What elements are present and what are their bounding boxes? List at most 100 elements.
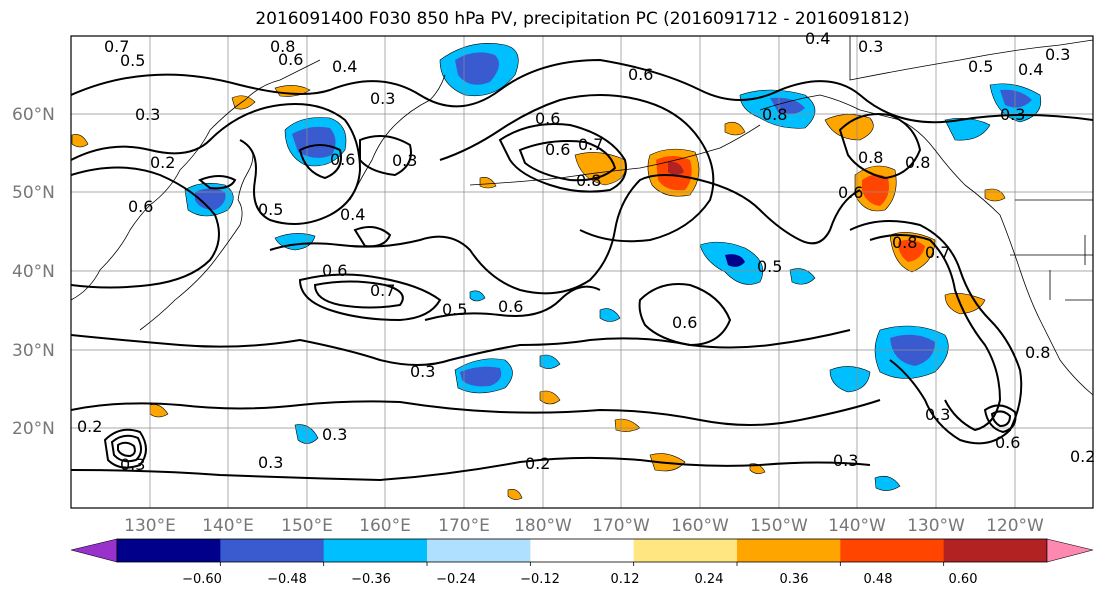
pv-contour-line [71,58,1093,124]
positive-anomaly-patch [539,390,561,405]
colorbar-ticks [219,562,945,566]
coastline-east-asia [71,59,321,301]
longitude-label: 130°E [124,516,176,536]
positive-anomaly-patch [574,152,627,186]
contour-label: 0.3 [925,405,950,424]
contour-label: 0.3 [120,455,145,474]
contour-label: 0.6 [535,109,560,128]
pv-contour-line [990,410,1012,428]
positive-anomaly-patch [944,293,986,315]
map-frame [70,35,1094,509]
negative-anomaly-patch [874,475,901,491]
colorbar-box [117,539,221,562]
negative-anomaly-patch [725,254,745,267]
negative-anomaly-patch [539,354,561,369]
colorbar-tick-label: −0.24 [436,572,476,587]
contour-label: 0.3 [322,425,347,444]
positive-anomaly-patch [898,239,925,262]
negative-anomaly-patch [292,126,336,158]
pv-contour-line [983,404,1017,434]
contour-label: 0.8 [576,171,601,190]
contour-label: 0.4 [340,205,365,224]
pv-contour-line [71,166,220,289]
map-background [71,36,1093,508]
contour-label: 0.2 [77,417,102,436]
colorbar-tick-labels: −0.60 −0.48 −0.36 −0.24 −0.12 0.12 0.24 … [182,572,977,587]
contour-label: 0.6 [498,297,523,316]
contour-label: 0.3 [392,151,417,170]
negative-anomaly-patch [294,424,319,444]
negative-anomaly-patch [455,52,499,85]
positive-anomaly-patch [231,95,256,110]
contour-label: 0.6 [322,261,347,280]
pv-contour-line [518,140,617,182]
contour-label: 0.5 [258,200,283,219]
negative-anomaly-patch [460,366,502,387]
longitude-label: 150°E [281,516,333,536]
latitude-label: 20°N [12,419,55,439]
colorbar-tick-label: −0.60 [182,572,222,587]
colorbar-box [840,539,945,562]
contour-label: 0.4 [805,29,830,48]
colorbar-min-extension [70,538,118,563]
coastline-us-states [1010,235,1093,301]
longitude-label: 160°W [671,516,729,536]
contour-label: 0.6 [838,183,863,202]
coastline-japan-north [237,149,254,201]
longitude-label: 120°W [986,516,1044,536]
pv-contour-line [71,399,881,426]
contour-label: 0.8 [762,105,787,124]
contour-label: 0.6 [672,313,697,332]
longitude-label: 180°W [514,516,572,536]
contour-label: 0.7 [104,37,129,56]
positive-anomaly-patch [824,114,874,141]
colorbar-box [323,539,428,562]
positive-anomaly-patch [507,489,523,500]
negative-anomaly-patch [469,290,486,302]
contour-label-group: 0.7 0.5 0.8 0.6 0.4 0.3 0.3 0.2 0.6 0.5 … [77,29,1095,474]
contour-label: 0.8 [1025,343,1050,362]
longitude-label: 140°E [202,516,254,536]
contour-label: 0.8 [892,233,917,252]
contour-label: 0.5 [968,57,993,76]
pv-contour-line [869,234,1002,432]
negative-anomaly-patch [890,334,935,366]
negative-anomaly-patch [195,188,226,210]
contour-label: 0.6 [330,150,355,169]
contour-label: 0.6 [278,50,303,69]
pv-contour-line [103,428,147,469]
longitude-axis: 130°E 140°E 150°E 160°E 170°E 180°W 170°… [124,516,1044,536]
contour-label: 0.6 [128,197,153,216]
colorbar-boxes [116,538,1048,563]
contour-label: 0.3 [1045,45,1070,64]
positive-anomaly-patch [724,121,746,136]
contour-label: 0.5 [442,300,467,319]
coastline-north-america [999,214,1093,396]
contour-label: 0.5 [757,257,782,276]
colorbar-tick-label: 0.36 [780,572,809,587]
latitude-label: 40°N [12,262,55,282]
latitude-axis: 60°N 50°N 40°N 30°N 20°N [12,105,55,439]
colorbar-box [943,539,1048,562]
negative-anomaly-patch [829,366,871,393]
coastline-kamchatka [349,74,446,201]
contour-label: 0.3 [135,105,160,124]
contour-label: 0.4 [332,57,357,76]
colorbar-tick-label: 0.12 [611,572,640,587]
contour-label: 0.8 [270,37,295,56]
colorbar-tick-label: −0.12 [520,572,560,587]
colorbar-box [530,539,635,562]
contour-label: 0.4 [1018,60,1043,79]
contour-label: 0.5 [120,51,145,70]
contour-label: 0.2 [525,454,550,473]
longitude-label: 150°W [750,516,808,536]
latitude-label: 30°N [12,341,55,361]
contour-label: 0.3 [833,451,858,470]
colorbar-max-extension [1046,538,1094,563]
contour-label: 0.7 [370,281,395,300]
colorbar-box [220,539,325,562]
colorbar: −0.60 −0.48 −0.36 −0.24 −0.12 0.12 0.24 … [70,538,1094,587]
contour-label: 0.2 [1070,447,1095,466]
coastlines [71,36,1093,396]
